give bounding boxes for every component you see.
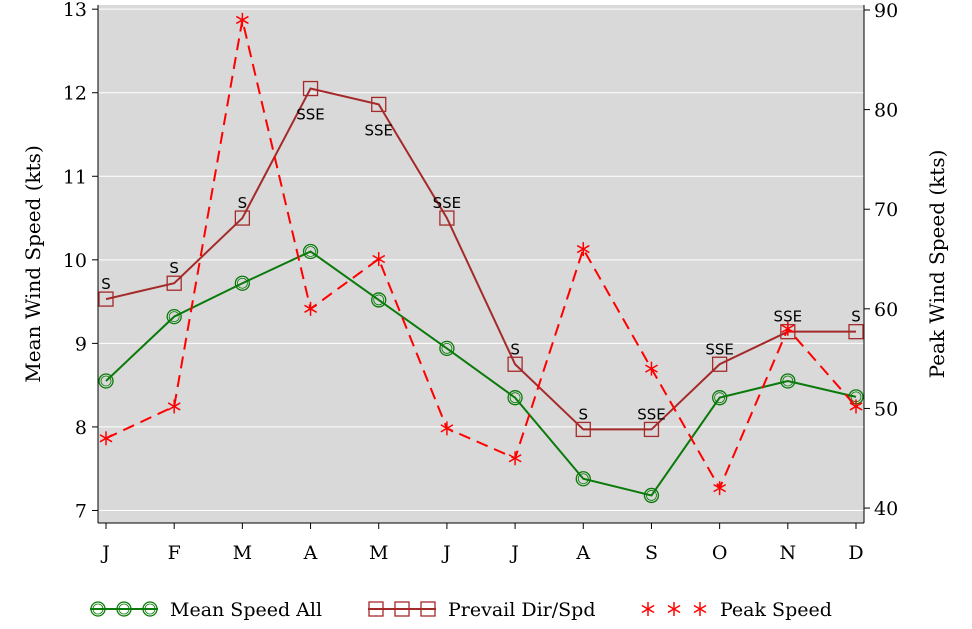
x-tick-label: J (441, 542, 451, 564)
x-tick-label: F (168, 542, 181, 564)
data-point (302, 80, 319, 97)
y-right-tick-label: 40 (874, 498, 898, 520)
series-line-2 (105, 87, 856, 431)
data-point (166, 308, 182, 325)
y-left-tick-label: 9 (75, 333, 87, 355)
y-right-tick-label: 90 (874, 0, 898, 22)
x-tick-label: S (645, 542, 658, 564)
data-point (643, 487, 660, 504)
data-label: SSE (364, 121, 393, 139)
x-tick-label: J (100, 542, 110, 564)
data-point (371, 96, 387, 113)
legend-marker (420, 601, 436, 617)
x-tick-label: D (848, 542, 863, 564)
data-point (575, 471, 591, 487)
x-tick-label: M (233, 542, 252, 564)
legend-marker (90, 601, 106, 617)
y-axis-right-title: Peak Wind Speed (kts) (925, 150, 949, 379)
series-line-1 (105, 250, 857, 497)
data-point (98, 373, 114, 389)
data-point (849, 399, 863, 414)
data-point (643, 421, 660, 438)
x-tick-label: N (780, 542, 797, 564)
data-point (166, 275, 182, 291)
data-label: S (579, 405, 589, 423)
data-point (167, 399, 181, 414)
y-axis-left-title: Mean Wind Speed (kts) (21, 145, 45, 382)
legend-marker (116, 601, 132, 617)
y-left-tick-label: 7 (75, 500, 87, 522)
data-point (575, 421, 591, 438)
data-label: SSE (296, 106, 325, 124)
data-point (711, 356, 728, 372)
x-tick-label: M (369, 542, 388, 564)
y-left-tick-label: 8 (75, 417, 87, 439)
data-point (302, 243, 319, 260)
data-point (439, 210, 455, 226)
plot-area (98, 5, 864, 523)
data-point (234, 275, 251, 291)
legend-marker (368, 601, 384, 617)
legend-item-1: Mean Speed All (90, 599, 322, 621)
legend-marker (693, 602, 707, 616)
data-point (440, 421, 454, 436)
data-label: S (169, 259, 179, 277)
legend-marker (394, 601, 410, 617)
y-left-tick-label: 11 (63, 166, 87, 188)
x-tick-label: O (712, 542, 728, 564)
legend-marker (641, 602, 655, 616)
data-point (439, 340, 455, 357)
data-point (372, 252, 386, 267)
data-label: SSE (637, 405, 666, 423)
direction-labels: S S S SSE SSE SSE S S SSE SSE SSE S (101, 106, 861, 424)
y-right-tick-label: 60 (874, 299, 898, 321)
data-point (234, 210, 251, 226)
legend-marker (667, 602, 681, 616)
data-point (99, 431, 113, 446)
data-label: S (238, 194, 248, 212)
y-left-tick-label: 10 (63, 250, 87, 272)
y-right-tick-label: 80 (874, 100, 898, 122)
data-point (304, 301, 317, 316)
y-left-tick-label: 12 (63, 83, 87, 105)
data-point (645, 361, 658, 376)
legend: Mean Speed All Prevail Dir/Spd Peak Speed (90, 599, 832, 621)
data-point (780, 373, 796, 389)
legend-label: Mean Speed All (170, 599, 322, 621)
y-left-tick-label: 13 (63, 0, 87, 21)
legend-marker (142, 601, 158, 617)
data-point (848, 324, 864, 340)
x-tick-label: J (509, 542, 519, 564)
data-point (781, 321, 795, 336)
y-right-tick-label: 50 (874, 398, 898, 420)
legend-label: Peak Speed (720, 599, 832, 621)
x-tick-label: A (575, 542, 590, 564)
data-point (508, 451, 522, 466)
y-right-tick-label: 70 (874, 199, 898, 221)
data-point (576, 242, 590, 257)
data-point (713, 481, 727, 496)
legend-item-2: Prevail Dir/Spd (368, 599, 596, 621)
legend-label: Prevail Dir/Spd (448, 599, 596, 621)
data-point (235, 12, 249, 27)
data-point (98, 291, 114, 307)
data-label: SSE (433, 194, 462, 212)
legend-item-3: Peak Speed (641, 599, 832, 621)
data-label: SSE (705, 340, 734, 358)
data-label: S (101, 275, 111, 293)
series-line-3 (105, 19, 857, 491)
data-point (371, 292, 387, 308)
data-point (507, 356, 523, 372)
data-label: SSE (774, 308, 803, 326)
data-point (711, 390, 728, 406)
series-layer (98, 12, 864, 504)
data-label: S (510, 340, 520, 358)
axes: 7 8 9 10 11 12 13 40 50 60 70 80 90 J F M A M J J A S O N D (63, 0, 898, 564)
data-label: S (851, 308, 861, 326)
x-tick-label: A (303, 542, 318, 564)
grid-lines (98, 8, 864, 511)
data-point (507, 390, 523, 406)
